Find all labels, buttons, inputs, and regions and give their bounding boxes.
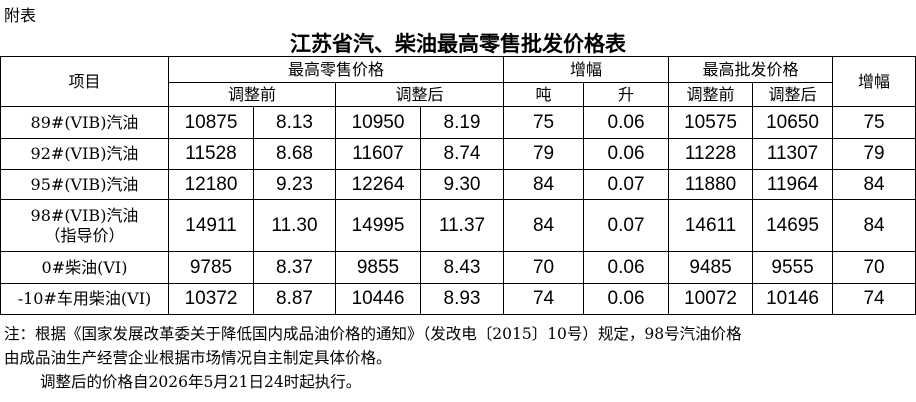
header-cell: 升 (583, 82, 670, 107)
data-row: -10#车用柴油(VI) 10372 8.87 10446 8.93 74 0.06 1007… (0, 283, 916, 315)
value-cell: 9.30 (419, 169, 505, 200)
header-cell: 吨 (503, 82, 585, 107)
value-cell: 74 (503, 283, 585, 315)
item-label: 98#(VIB)汽油 (30, 205, 139, 225)
item-cell: 89#(VIB)汽油 (0, 106, 169, 139)
value-cell: 10072 (668, 283, 754, 315)
value-cell: 10650 (752, 106, 834, 139)
header-cell: 调整前 (668, 82, 754, 107)
value-cell: 11.37 (419, 199, 505, 252)
header-cell: 项目 (0, 56, 169, 107)
value-cell: 75 (832, 106, 916, 139)
item-label: 0#柴油(VI) (41, 257, 128, 277)
appendix-label: 附表 (4, 6, 37, 25)
value-cell: 0.07 (583, 199, 670, 252)
value-cell: 0.06 (583, 106, 670, 139)
value-cell: 9555 (752, 251, 834, 284)
header-cell: 调整后 (752, 82, 834, 107)
item-label: （指导价） (44, 225, 125, 245)
header-cell: 增幅 (832, 56, 916, 107)
header-row: 项目 最高零售价格 增幅 最高批发价格 增幅 (0, 56, 916, 107)
item-label: 95#(VIB)汽油 (30, 174, 139, 194)
header-row: 调整前 调整后吨升调整前 调整后 (1, 82, 916, 107)
item-cell: 95#(VIB)汽油 (0, 169, 169, 200)
value-cell: 79 (832, 138, 916, 170)
value-cell: 10575 (668, 106, 754, 139)
value-cell: 8.13 (253, 106, 336, 139)
value-cell: 75 (503, 106, 585, 139)
value-cell: 0.06 (583, 251, 670, 284)
value-cell: 9855 (335, 251, 421, 284)
value-cell: 11228 (668, 138, 754, 170)
value-cell: 84 (832, 199, 916, 252)
value-cell: 10446 (335, 283, 421, 315)
value-cell: 14695 (752, 199, 834, 252)
value-cell: 70 (832, 251, 916, 284)
data-row: 95#(VIB)汽油 12180 9.23 12264 9.30 84 0.07 11880 1… (0, 169, 916, 200)
value-cell: 10875 (168, 106, 254, 139)
value-cell: 14995 (335, 199, 421, 252)
value-cell: 9.23 (253, 169, 336, 200)
value-cell: 11607 (335, 138, 421, 170)
value-cell: 11880 (668, 169, 754, 200)
value-cell: 9785 (168, 251, 254, 284)
value-cell: 0.06 (583, 283, 670, 315)
value-cell: 10372 (168, 283, 254, 315)
header-cell: 最高批发价格 (668, 56, 834, 83)
item-cell: 92#(VIB)汽油 (0, 138, 169, 170)
value-cell: 10146 (752, 283, 834, 315)
value-cell: 8.43 (419, 251, 505, 284)
data-row: 0#柴油(VI) 9785 8.37 9855 8.43 70 0.06 9485 9555 70 (0, 251, 916, 284)
note-line: 由成品油生产经营企业根据市场情况自主制定具体价格。 (4, 349, 392, 367)
value-cell: 11964 (752, 169, 834, 200)
data-row: 89#(VIB)汽油 10875 8.13 10950 8.19 75 0.06 10575 1… (0, 106, 916, 139)
value-cell: 84 (503, 169, 585, 200)
value-cell: 10950 (335, 106, 421, 139)
price-table: 项目 最高零售价格 增幅 最高批发价格 增幅 调整前 调整后吨升调整前 调整后 89#(VIB)… (0, 56, 916, 315)
item-label: 89#(VIB)汽油 (30, 112, 139, 132)
value-cell: 79 (503, 138, 585, 170)
data-row: 98#(VIB)汽油 （指导价） 14911 11.30 14995 11.37 84 0.0… (0, 199, 916, 252)
value-cell: 14611 (668, 199, 754, 252)
item-cell: 98#(VIB)汽油 （指导价） (0, 199, 169, 252)
value-cell: 11528 (168, 138, 254, 170)
value-cell: 9485 (668, 251, 754, 284)
value-cell: 8.93 (419, 283, 505, 315)
value-cell: 0.07 (583, 169, 670, 200)
value-cell: 8.19 (419, 106, 505, 139)
item-cell: 0#柴油(VI) (0, 251, 169, 284)
value-cell: 70 (503, 251, 585, 284)
header-cell: 最高零售价格 (167, 56, 505, 83)
notes: 注：根据《国家发展改革委关于降低国内成品油价格的通知》（发改电〔2015〕10号… (4, 322, 742, 394)
value-cell: 8.68 (253, 138, 336, 170)
value-cell: 8.74 (419, 138, 505, 170)
header-cell: 调整后 (334, 82, 505, 107)
data-row: 92#(VIB)汽油 11528 8.68 11607 8.74 79 0.06 11228 1… (0, 138, 916, 170)
value-cell: 11.30 (253, 199, 336, 252)
item-label: -10#车用柴油(VI) (17, 289, 152, 308)
value-cell: 12180 (168, 169, 254, 200)
note-line: 调整后的价格自2026年5月21日24时起执行。 (40, 373, 362, 391)
value-cell: 8.87 (253, 283, 336, 315)
value-cell: 8.37 (253, 251, 336, 284)
item-cell: -10#车用柴油(VI) (0, 283, 169, 315)
note-line: 注：根据《国家发展改革委关于降低国内成品油价格的通知》（发改电〔2015〕10号… (4, 325, 742, 343)
value-cell: 14911 (168, 199, 254, 252)
value-cell: 0.06 (583, 138, 670, 170)
value-cell: 84 (503, 199, 585, 252)
value-cell: 12264 (335, 169, 421, 200)
value-cell: 74 (832, 283, 916, 315)
value-cell: 84 (832, 169, 916, 200)
header-cell: 增幅 (503, 56, 670, 83)
item-label: 92#(VIB)汽油 (30, 144, 139, 163)
value-cell: 11307 (752, 138, 834, 170)
table-title: 江苏省汽、柴油最高零售批发价格表 (290, 32, 626, 56)
header-cell: 调整前 (168, 82, 336, 107)
